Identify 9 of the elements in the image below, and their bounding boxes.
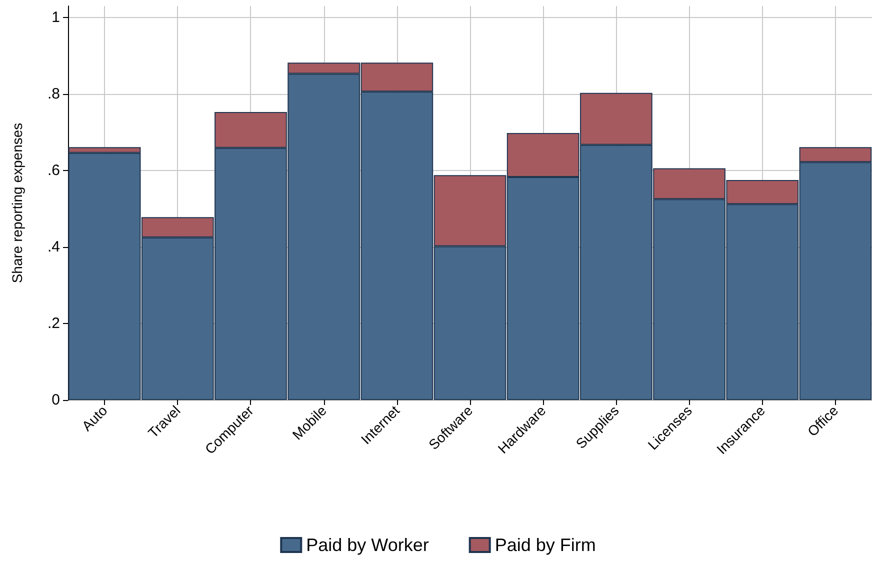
y-tick-label: 0	[52, 392, 60, 408]
y-tick-label: .6	[47, 162, 60, 179]
y-tick-label: .2	[47, 314, 60, 332]
y-tick-label: .8	[47, 85, 60, 102]
y-axis-title: Share reporting expenses	[9, 122, 25, 284]
legend-label: Paid by Worker	[306, 535, 429, 555]
y-tick-label: .4	[47, 238, 60, 256]
legend-label: Paid by Firm	[494, 535, 596, 555]
y-tick-label: 1	[52, 8, 60, 26]
